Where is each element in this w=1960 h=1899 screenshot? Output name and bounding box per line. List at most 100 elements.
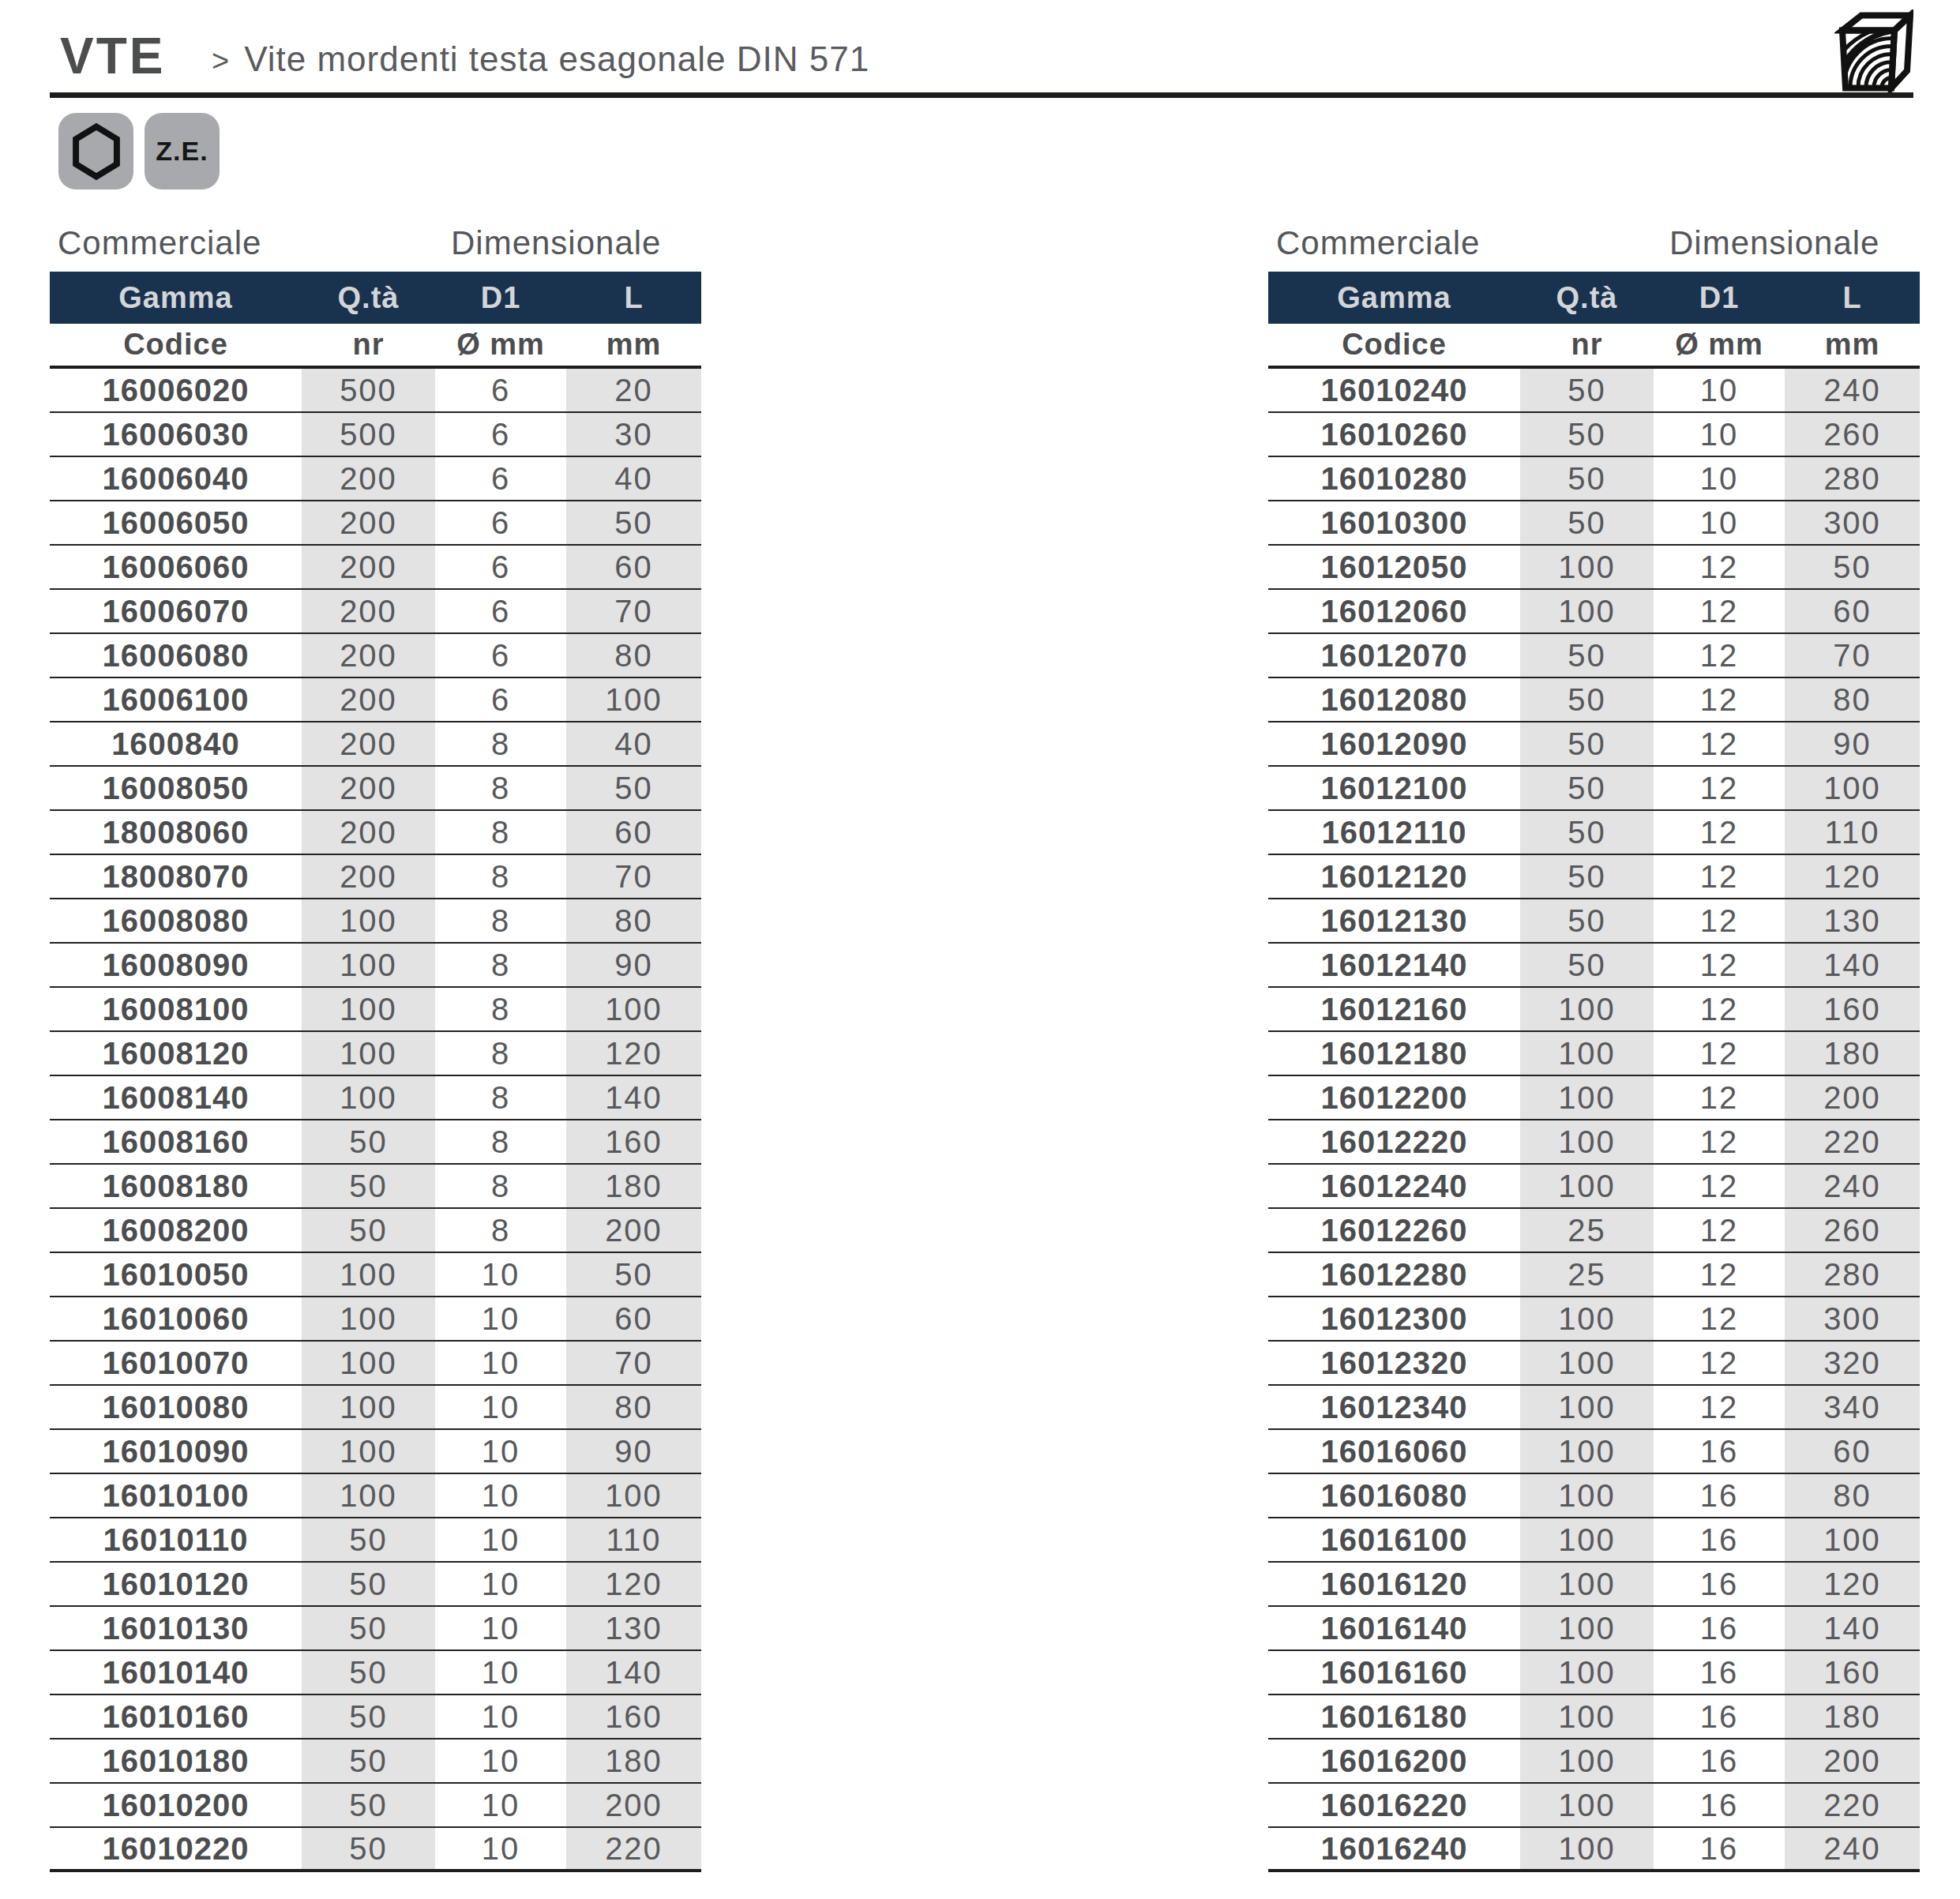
col-header-gamma: Gamma — [1268, 272, 1520, 324]
qty-cell: 100 — [1520, 1518, 1654, 1561]
qty-cell: 200 — [302, 678, 435, 721]
qty-cell: 100 — [1520, 1165, 1654, 1207]
table-body: 1601024050102401601026050102601601028050… — [1268, 369, 1920, 1872]
qty-cell: 200 — [302, 722, 435, 765]
qty-cell: 100 — [302, 1342, 435, 1384]
codice-cell: 16012180 — [1268, 1032, 1520, 1075]
codice-cell: 16012110 — [1268, 811, 1520, 854]
table-row: 160102405010240 — [1268, 369, 1920, 413]
l-cell: 180 — [566, 1165, 701, 1207]
qty-cell: 50 — [1520, 855, 1654, 898]
ze-badge: Z.E. — [145, 113, 220, 190]
table-header-row: Gamma Q.tà D1 L — [1268, 272, 1920, 324]
d1-cell: 12 — [1654, 988, 1785, 1030]
hex-head-badge — [58, 113, 133, 190]
table-row: 160102605010260 — [1268, 413, 1920, 457]
l-cell: 240 — [1785, 1165, 1920, 1207]
qty-cell: 50 — [1520, 678, 1654, 721]
l-cell: 160 — [1785, 988, 1920, 1030]
col-header-gamma: Gamma — [50, 272, 302, 324]
codice-cell: 16016140 — [1268, 1607, 1520, 1649]
unit-header-codice: Codice — [50, 324, 302, 366]
d1-cell: 6 — [435, 634, 566, 677]
d1-cell: 8 — [435, 767, 566, 809]
l-cell: 200 — [1785, 1739, 1920, 1782]
d1-cell: 8 — [435, 899, 566, 942]
l-cell: 40 — [566, 722, 701, 765]
qty-cell: 50 — [1520, 457, 1654, 500]
qty-cell: 200 — [302, 855, 435, 898]
l-cell: 60 — [566, 546, 701, 588]
l-cell: 120 — [566, 1032, 701, 1075]
codice-cell: 16008140 — [50, 1076, 302, 1119]
table-row: 1601610010016100 — [1268, 1518, 1920, 1563]
codice-cell: 16016080 — [1268, 1474, 1520, 1517]
qty-cell: 100 — [1520, 1297, 1654, 1340]
l-cell: 60 — [1785, 590, 1920, 632]
d1-cell: 12 — [1654, 1032, 1785, 1075]
table-row: 160160601001660 — [1268, 1430, 1920, 1474]
table-row: 160101305010130 — [50, 1607, 701, 1651]
l-cell: 130 — [566, 1607, 701, 1649]
d1-cell: 6 — [435, 457, 566, 500]
section-labels: Commerciale Dimensionale — [50, 221, 701, 272]
table-row: 18008070200870 — [50, 855, 701, 899]
l-cell: 70 — [566, 855, 701, 898]
qty-cell: 100 — [1520, 1076, 1654, 1119]
d1-cell: 10 — [435, 1563, 566, 1605]
l-cell: 260 — [1785, 1209, 1920, 1252]
wood-material-icon — [1834, 9, 1913, 95]
commercial-section-label: Commerciale — [1276, 224, 1480, 262]
l-cell: 40 — [566, 457, 701, 500]
l-cell: 340 — [1785, 1386, 1920, 1428]
qty-cell: 100 — [1520, 1386, 1654, 1428]
codice-cell: 16010220 — [50, 1828, 302, 1869]
table-row: 160160801001680 — [1268, 1474, 1920, 1518]
codice-cell: 16012100 — [1268, 767, 1520, 809]
l-cell: 220 — [1785, 1120, 1920, 1163]
table-row: 160100701001070 — [50, 1342, 701, 1386]
d1-cell: 8 — [435, 1165, 566, 1207]
codice-cell: 16010090 — [50, 1430, 302, 1473]
table-row: 160122802512280 — [1268, 1253, 1920, 1297]
d1-cell: 12 — [1654, 899, 1785, 942]
table-row: 16008180508180 — [50, 1165, 701, 1209]
d1-cell: 10 — [1654, 413, 1785, 456]
codice-cell: 16016160 — [1268, 1651, 1520, 1694]
col-header-qty: Q.tà — [1520, 272, 1654, 324]
l-cell: 100 — [566, 1474, 701, 1517]
codice-cell: 16012320 — [1268, 1342, 1520, 1384]
d1-cell: 6 — [435, 546, 566, 588]
d1-cell: 6 — [435, 590, 566, 632]
d1-cell: 8 — [435, 1076, 566, 1119]
qty-cell: 50 — [302, 1695, 435, 1738]
table-row: 160081001008100 — [50, 988, 701, 1032]
l-cell: 160 — [1785, 1651, 1920, 1694]
l-cell: 70 — [1785, 634, 1920, 677]
table-row: 1601010010010100 — [50, 1474, 701, 1518]
table-row: 16008160508160 — [50, 1120, 701, 1165]
product-table-left: Commerciale Dimensionale Gamma Q.tà D1 L… — [50, 221, 701, 1872]
codice-cell: 18008070 — [50, 855, 302, 898]
l-cell: 130 — [1785, 899, 1920, 942]
d1-cell: 8 — [435, 722, 566, 765]
d1-cell: 10 — [435, 1518, 566, 1561]
codice-cell: 16012120 — [1268, 855, 1520, 898]
codice-cell: 16006070 — [50, 590, 302, 632]
codice-cell: 16006020 — [50, 369, 302, 411]
d1-cell: 12 — [1654, 855, 1785, 898]
qty-cell: 100 — [302, 1474, 435, 1517]
d1-cell: 6 — [435, 678, 566, 721]
codice-cell: 16008080 — [50, 899, 302, 942]
codice-cell: 16012080 — [1268, 678, 1520, 721]
table-row: 16006060200660 — [50, 546, 701, 590]
d1-cell: 12 — [1654, 1076, 1785, 1119]
l-cell: 100 — [1785, 767, 1920, 809]
codice-cell: 16012160 — [1268, 988, 1520, 1030]
table-row: 160100901001090 — [50, 1430, 701, 1474]
codice-cell: 16012280 — [1268, 1253, 1520, 1296]
qty-cell: 50 — [1520, 369, 1654, 411]
section-labels: Commerciale Dimensionale — [1268, 221, 1920, 272]
d1-cell: 12 — [1654, 1165, 1785, 1207]
table-row: 160121205012120 — [1268, 855, 1920, 899]
